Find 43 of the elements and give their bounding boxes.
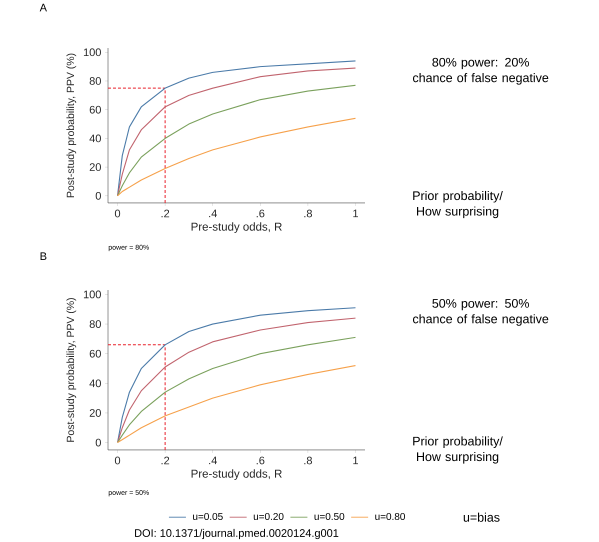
text: 80% power: 20% chance of false negative [412, 58, 548, 85]
x-tick-label: .8 [304, 456, 312, 464]
legend-label: u=0.05 [193, 512, 223, 520]
y-tick-label: 100 [84, 290, 101, 298]
x-tick-label: 1 [353, 210, 358, 218]
x-tick-label: .2 [162, 210, 170, 218]
y-axis-title: Post-study probability, PPV (%) [66, 298, 76, 442]
y-tick-label: 100 [84, 48, 101, 56]
y-tick-label: 20 [90, 409, 101, 417]
x-tick-label: 1 [353, 456, 358, 464]
x-tick-label: .6 [256, 210, 264, 218]
legend-label: u=0.50 [314, 512, 344, 520]
y-tick-label: 40 [89, 134, 101, 142]
text: Prior probability/ How surprising [413, 190, 503, 218]
legend-label: u=0.80 [375, 512, 405, 520]
chart-title: B [40, 252, 46, 260]
line-series [116, 118, 356, 196]
text: u=bias [464, 512, 500, 522]
y-axis-title: Post-study probability, PPV (%) [66, 54, 76, 198]
x-tick-label: .6 [256, 456, 264, 464]
line-series [116, 364, 356, 444]
y-tick-label: 60 [90, 350, 101, 358]
text: DOI: 10.1371/journal.pmed.0020124.g001 [135, 528, 338, 540]
x-tick-label: 0 [114, 456, 120, 464]
text: Prior probability/ How surprising [413, 436, 503, 464]
y-tick-label: 80 [90, 320, 101, 328]
y-tick-label: 0 [96, 192, 101, 200]
x-tick-label: .4 [209, 456, 217, 464]
x-tick-label: .4 [209, 210, 217, 218]
line-series [116, 336, 356, 444]
x-tick-label: .2 [162, 456, 170, 464]
y-tick-label: 60 [90, 106, 101, 114]
y-tick-label: 80 [90, 77, 101, 85]
chart-title: A [40, 4, 47, 12]
x-axis-title: Pre-study odds, R [192, 469, 282, 480]
legend-label: u=0.20 [254, 512, 284, 520]
x-tick-label: .8 [304, 210, 312, 218]
x-tick-label: 0 [114, 210, 120, 218]
y-tick-label: 0 [96, 438, 101, 446]
y-tick-label: 40 [89, 379, 101, 388]
y-tick-label: 20 [90, 163, 101, 171]
text: 50% power: 50% chance of false negative [412, 298, 548, 326]
x-axis-title: Pre-study odds, R [192, 222, 282, 233]
